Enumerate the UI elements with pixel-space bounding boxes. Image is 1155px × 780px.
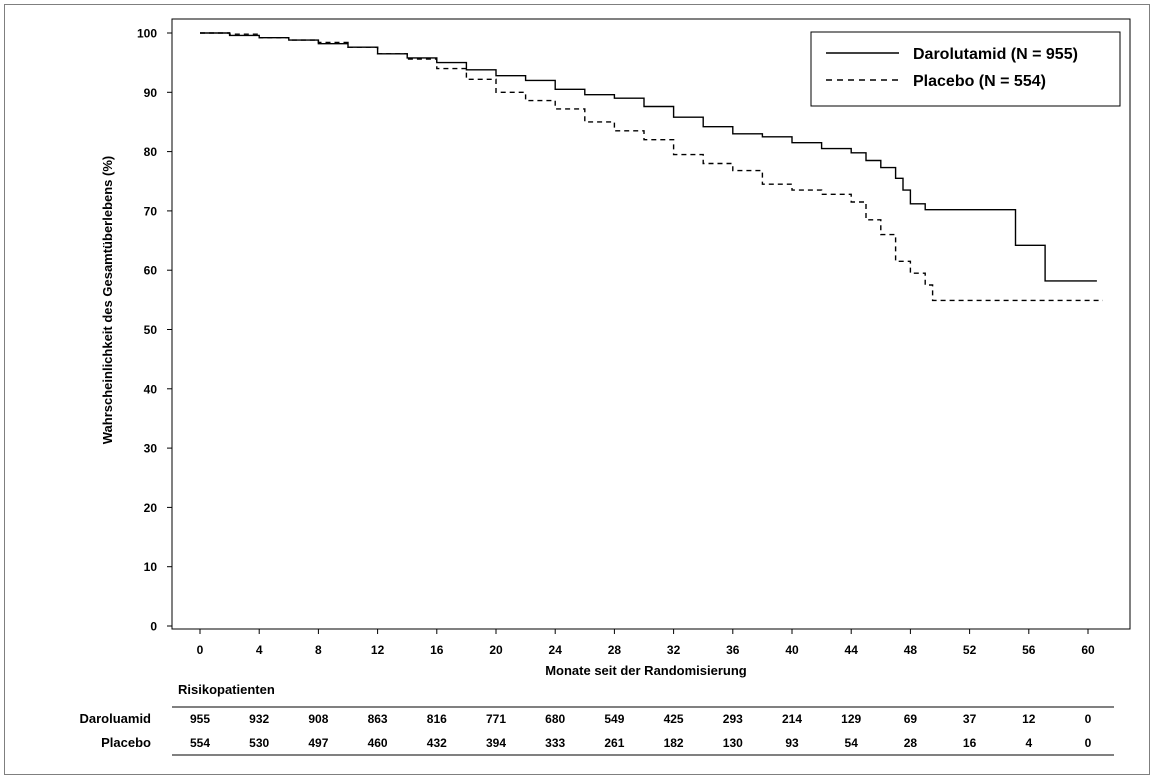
- risk-table-cell: 530: [249, 736, 269, 750]
- plot-area-frame: [171, 18, 1131, 630]
- risk-table-values: 955 932 908 863 816 771 680 549 425 293 214 129 69 37…: [190, 712, 1092, 750]
- risk-table-cell: 214: [782, 712, 802, 726]
- y-tick-label: 30: [144, 442, 158, 456]
- y-tick-label: 90: [144, 86, 158, 100]
- legend: Darolutamid (N = 955) Placebo (N = 554): [810, 31, 1121, 107]
- y-tick-label: 40: [144, 382, 158, 396]
- risk-table-cell: 333: [545, 736, 565, 750]
- risk-table-cell: 4: [1025, 736, 1032, 750]
- x-tick-label: 4: [256, 643, 263, 657]
- x-tick-label: 36: [726, 643, 740, 657]
- risk-table-cell: 12: [1022, 712, 1036, 726]
- y-tick-label: 100: [137, 27, 157, 41]
- risk-table-cell: 130: [723, 736, 743, 750]
- figure-frame: [4, 4, 1150, 775]
- risk-table-cell: 54: [845, 736, 859, 750]
- x-axis-label: Monate seit der Randomisierung: [545, 663, 747, 678]
- x-tick-label: 40: [785, 643, 799, 657]
- series-line-placebo: [200, 32, 1103, 302]
- x-tick-label: 56: [1022, 643, 1036, 657]
- risk-table-cell: 261: [604, 736, 624, 750]
- risk-table-cell: 129: [841, 712, 861, 726]
- risk-table-cell: 932: [249, 712, 269, 726]
- risk-table-cell: 0: [1085, 712, 1092, 726]
- risk-table-cell: 425: [664, 712, 684, 726]
- risk-table-cell: 69: [904, 712, 918, 726]
- y-tick-label: 10: [144, 560, 158, 574]
- x-tick-label: 52: [963, 643, 977, 657]
- y-tick-label: 60: [144, 264, 158, 278]
- x-tick-label: 0: [197, 643, 204, 657]
- x-tick-label: 28: [608, 643, 622, 657]
- y-axis: 0 10 20 30 40 50 60 70 80 90 100: [137, 27, 172, 634]
- x-tick-label: 20: [489, 643, 503, 657]
- risk-table-cell: 771: [486, 712, 506, 726]
- risk-table-cell: 497: [308, 736, 328, 750]
- risk-table-cell: 182: [664, 736, 684, 750]
- x-tick-label: 24: [549, 643, 563, 657]
- risk-table-cell: 955: [190, 712, 210, 726]
- risk-table-cell: 908: [308, 712, 328, 726]
- x-tick-label: 16: [430, 643, 444, 657]
- y-tick-label: 80: [144, 145, 158, 159]
- risk-table-cell: 93: [785, 736, 799, 750]
- legend-label-placebo: Placebo (N = 554): [913, 73, 1046, 90]
- risk-row-label-darolutamid: Daroluamid: [79, 711, 151, 726]
- y-tick-label: 50: [144, 323, 158, 337]
- x-tick-label: 12: [371, 643, 385, 657]
- risk-table-cell: 680: [545, 712, 565, 726]
- y-tick-label: 20: [144, 501, 158, 515]
- risk-table-cell: 293: [723, 712, 743, 726]
- risk-table-cell: 549: [604, 712, 624, 726]
- risk-table-cell: 816: [427, 712, 447, 726]
- risk-table-title: Risikopatienten: [178, 682, 275, 697]
- y-axis-label: Wahrscheinlichkeit des Gesamtüberlebens …: [100, 156, 115, 445]
- y-tick-label: 70: [144, 204, 158, 218]
- risk-table-cell: 554: [190, 736, 210, 750]
- risk-table-cell: 394: [486, 736, 506, 750]
- y-tick-label: 0: [150, 620, 157, 634]
- x-tick-label: 60: [1081, 643, 1095, 657]
- legend-label-darolutamid: Darolutamid (N = 955): [913, 46, 1078, 63]
- risk-table-cell: 432: [427, 736, 447, 750]
- legend-box: [810, 31, 1121, 107]
- risk-row-label-placebo: Placebo: [101, 735, 151, 750]
- x-tick-label: 48: [904, 643, 918, 657]
- risk-table-cell: 37: [963, 712, 977, 726]
- series-lines: [200, 32, 1103, 302]
- risk-table-cell: 863: [368, 712, 388, 726]
- x-tick-label: 44: [845, 643, 859, 657]
- x-tick-label: 32: [667, 643, 681, 657]
- x-tick-label: 8: [315, 643, 322, 657]
- risk-table-cell: 28: [904, 736, 918, 750]
- risk-table-cell: 0: [1085, 736, 1092, 750]
- risk-table-cell: 16: [963, 736, 977, 750]
- risk-table-cell: 460: [368, 736, 388, 750]
- x-axis: 0 4 8 12 16 20 24 28 32 36 40 44 48 52 56 60: [197, 629, 1095, 657]
